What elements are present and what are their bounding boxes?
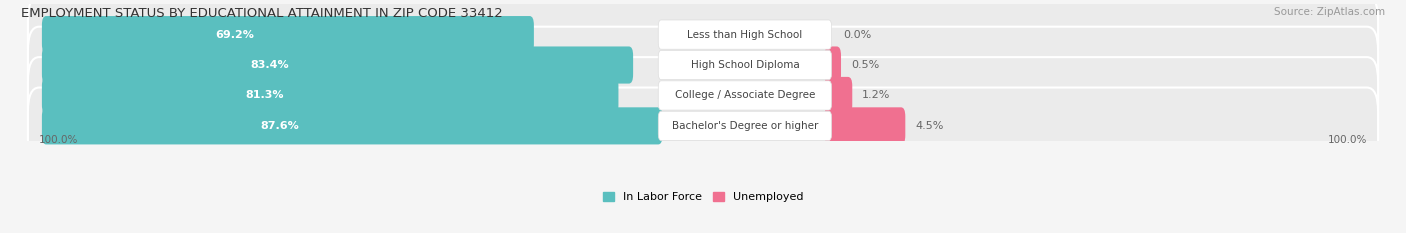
Text: Bachelor's Degree or higher: Bachelor's Degree or higher <box>672 121 818 131</box>
Text: EMPLOYMENT STATUS BY EDUCATIONAL ATTAINMENT IN ZIP CODE 33412: EMPLOYMENT STATUS BY EDUCATIONAL ATTAINM… <box>21 7 503 20</box>
Text: 87.6%: 87.6% <box>260 121 299 131</box>
Text: 69.2%: 69.2% <box>215 30 254 40</box>
Text: High School Diploma: High School Diploma <box>690 60 799 70</box>
FancyBboxPatch shape <box>28 0 1378 73</box>
FancyBboxPatch shape <box>824 107 905 144</box>
Text: 4.5%: 4.5% <box>915 121 943 131</box>
Text: 0.0%: 0.0% <box>842 30 870 40</box>
Text: Less than High School: Less than High School <box>688 30 803 40</box>
FancyBboxPatch shape <box>824 46 841 84</box>
FancyBboxPatch shape <box>658 111 831 140</box>
Text: 81.3%: 81.3% <box>245 90 284 100</box>
FancyBboxPatch shape <box>42 46 633 84</box>
FancyBboxPatch shape <box>42 77 619 114</box>
FancyBboxPatch shape <box>28 27 1378 103</box>
FancyBboxPatch shape <box>42 107 662 144</box>
Text: Source: ZipAtlas.com: Source: ZipAtlas.com <box>1274 7 1385 17</box>
FancyBboxPatch shape <box>28 88 1378 164</box>
Text: College / Associate Degree: College / Associate Degree <box>675 90 815 100</box>
Text: 0.5%: 0.5% <box>851 60 879 70</box>
Text: 100.0%: 100.0% <box>1327 135 1367 144</box>
FancyBboxPatch shape <box>42 16 534 53</box>
FancyBboxPatch shape <box>658 81 831 110</box>
Text: 100.0%: 100.0% <box>39 135 79 144</box>
FancyBboxPatch shape <box>658 50 831 80</box>
Text: 1.2%: 1.2% <box>862 90 890 100</box>
FancyBboxPatch shape <box>658 20 831 49</box>
FancyBboxPatch shape <box>28 57 1378 134</box>
Text: 83.4%: 83.4% <box>250 60 288 70</box>
Legend: In Labor Force, Unemployed: In Labor Force, Unemployed <box>598 187 808 207</box>
FancyBboxPatch shape <box>824 77 852 114</box>
